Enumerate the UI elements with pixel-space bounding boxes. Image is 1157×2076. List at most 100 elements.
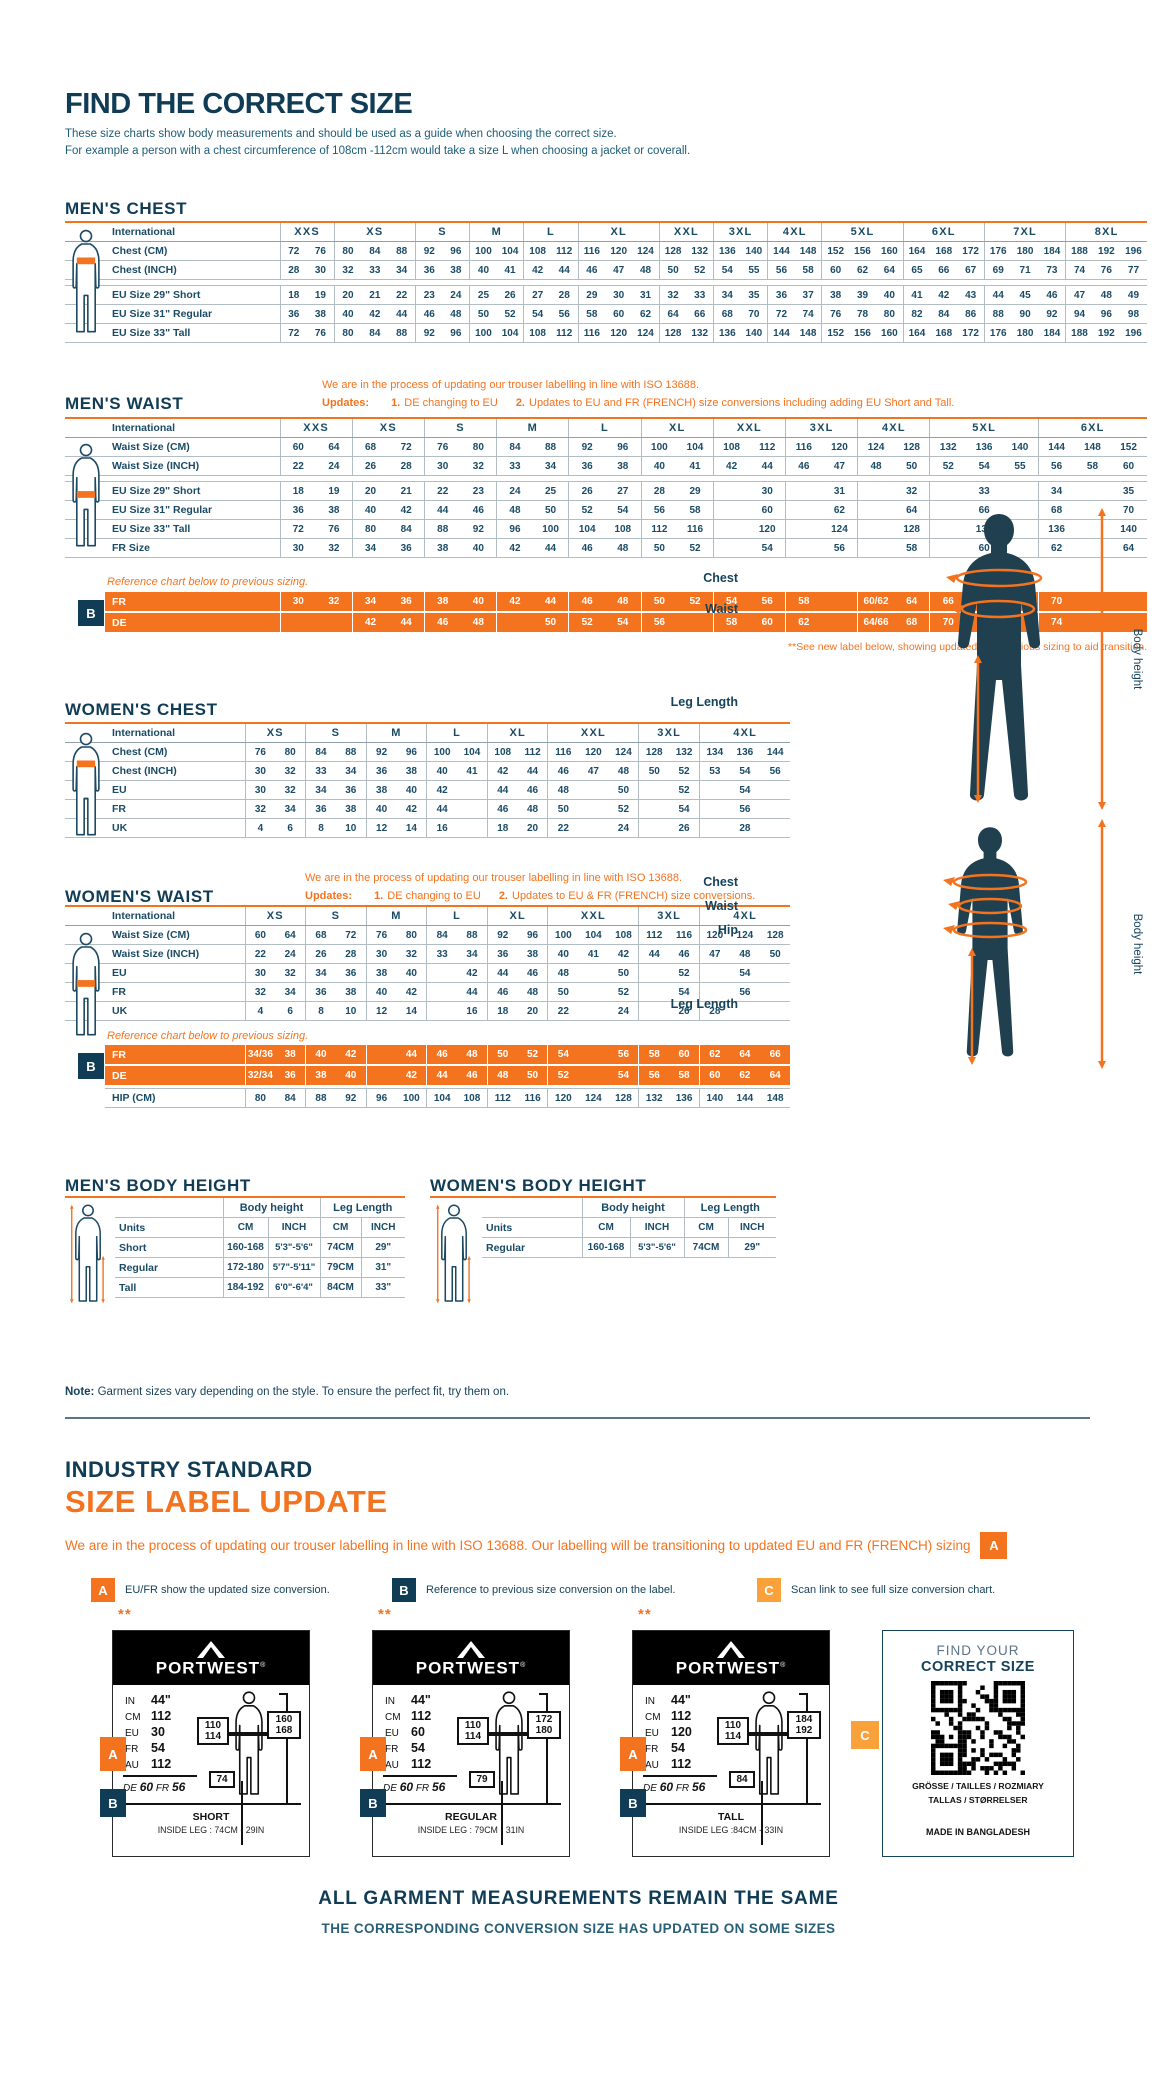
update-1-num: 1. [391,397,401,409]
label-figure-icon [489,1691,529,1797]
mens-body-height-heading: MEN'S BODY HEIGHT [65,1176,251,1195]
legend-item-b: B Reference to previous size conversion … [392,1577,675,1603]
size-label-card: PORTWEST® IN 44" CM 112 EU 60 FR 54 AU 112 DE… [360,1630,570,1857]
row-label: UK [105,1001,245,1021]
size-languages-line2: TALLAS / STØRRELSER [928,1795,1028,1805]
units-label: Units [482,1217,582,1238]
waist-measure-ellipse [960,599,1036,619]
height-bracket [799,1693,808,1805]
leg-length-group-header: Leg Length [683,1197,776,1218]
waist-values-box: 110 114 [457,1717,489,1745]
card-divider [641,1803,821,1805]
row-label: Chest (CM) [105,241,280,261]
size-table-womens_waist: International XS S M L XL XXL 3XL 4XL Waist Size … [65,905,791,1021]
body-height-label: Body height [1131,914,1143,976]
row-label: EU Size 29" Short [105,481,280,501]
inseam-value-box: 84 [729,1771,755,1788]
row-label: Waist Size (INCH) [105,944,245,964]
body-height-label: Body height [1131,629,1143,691]
iso-note-line2-w: Updates: 1. DE changing to EU 2. Updates to … [305,887,865,905]
update-2-num-w: 2. [498,890,508,902]
label-row-au: AU 112 [125,1757,172,1771]
mens-waist-figure-icon [67,422,105,570]
legend-item-c: C Scan link to see full size conversion … [757,1577,995,1603]
waist-label: Waist [705,899,739,913]
row-label: EU [105,963,245,983]
womens-body-height-figure-icon [436,1204,472,1304]
row-label: EU Size 29" Short [105,285,280,305]
height-values-box: 184 192 [787,1711,821,1739]
legend-a-text: EU/FR show the updated size conversion. [125,1584,330,1596]
inside-leg-text: INSIDE LEG : 74CM - 29IN [157,1825,265,1835]
legend-c-badge: C [757,1578,781,1602]
mens-chest-heading: MEN'S CHEST [65,199,188,218]
row-label: Waist Size (INCH) [105,456,280,476]
card-asterisks: ** [638,1606,652,1623]
legend-c-text: Scan link to see full size conversion ch… [791,1584,996,1596]
mens-chest-table-wrap: International XXS XS S M L XL XXL 3XL 4XL 5XL 6XL 7X… [65,221,1147,343]
legend-item-a: A EU/FR show the updated size conversion… [91,1577,330,1603]
intro-line-2: For example a person with a chest circum… [65,145,691,157]
legend-a-badge: A [91,1578,115,1602]
note-label: Note: [65,1386,95,1398]
height-bracket [279,1693,288,1805]
page-title: FIND THE CORRECT SIZE [65,88,413,120]
waist-measure-line [745,1732,791,1736]
reference-note-womens: Reference chart below to previous sizing… [107,1030,309,1042]
mens-waist-heading: MEN'S WAIST [65,394,184,413]
womens-waist-ref-table-wrap: FR 34/36 38 40 42 44 46 48 50 52 54 56 58 60 62 64 66 DE 3… [105,1045,791,1087]
iso-a-badge: A [980,1532,1008,1559]
label-underline [643,1775,717,1777]
label-row-in: IN 44" [125,1693,171,1707]
row-label: FR [105,1045,245,1066]
units-label: Units [115,1217,223,1238]
label-row-cm: CM 112 [385,1709,432,1723]
iso-transition-paragraph: We are in the process of updating our tr… [65,1532,1125,1559]
inseam-line [241,1781,243,1845]
label-row-au: AU 112 [645,1757,692,1771]
previous-size-row: DE 60 FR 56 [643,1780,706,1794]
inside-leg-text: INSIDE LEG :84CM - 33IN [678,1825,784,1835]
card-asterisks: ** [118,1606,132,1623]
label-underline [123,1775,197,1777]
waist-label: Waist [705,602,739,616]
updates-label: Updates: [322,397,370,409]
womens-chest-figure-icon [67,726,105,844]
industry-standard-heading: INDUSTRY STANDARD [65,1457,313,1482]
update-2-text: Updates to EU and FR (FRENCH) size conve… [529,397,955,409]
portwest-logo: PORTWEST® [633,1631,829,1685]
qr-card: FIND YOUR CORRECT SIZE GRÖSSE / TAILLES … [882,1630,1074,1857]
womens-chest-heading: WOMEN'S CHEST [65,700,218,719]
chest-measure-ellipse [955,568,1043,588]
qr-c-badge: C [851,1721,879,1749]
made-in-text: MADE IN BANGLADESH [925,1827,1030,1837]
update-2-text-w: Updates to EU & FR (FRENCH) size convers… [512,890,756,902]
card-divider [381,1803,561,1805]
womens-waist-heading: WOMEN'S WAIST [65,887,214,906]
label-row-au: AU 112 [385,1757,432,1771]
iso-update-note-womens: We are in the process of updating our tr… [305,869,865,905]
fit-name: TALL [717,1811,745,1823]
waist-measure-line [225,1732,271,1736]
section-divider [65,1417,1090,1419]
see-label-note: **See new label below, showing updated a… [788,641,1147,653]
size-label-card: PORTWEST® IN 44" CM 112 EU 120 FR 54 AU 112 D… [620,1630,830,1857]
mens-body-height-table: Body height Leg Length Units CM INCH CM INCH … [65,1196,405,1298]
previous-size-row: DE 60 FR 56 [383,1780,446,1794]
portwest-diamond-icon [197,1640,225,1658]
womens-body-height-table: Body height Leg Length Units CM INCH CM INCH … [430,1196,776,1258]
footer-line-2: THE CORRESPONDING CONVERSION SIZE HAS UP… [321,1921,836,1936]
womens-chest-table-wrap: International XS S M L XL XXL 3XL 4XL Chest (CM) 7… [65,722,791,838]
fit-name: SHORT [192,1811,230,1823]
row-label: DE [105,612,280,634]
update-1-text: DE changing to EU [404,397,498,409]
card-divider [121,1803,301,1805]
label-row-in: IN 44" [385,1693,431,1707]
label-row-eu: EU 60 [385,1725,425,1739]
size-table-mens_chest: International XXS XS S M L XL XXL 3XL 4XL 5XL 6XL 7X… [65,221,1147,343]
previous-size-row: DE 60 FR 56 [123,1780,186,1794]
label-row-eu: EU 30 [125,1725,165,1739]
hip-measure-ellipse [952,921,1028,939]
label-figure-icon [229,1691,269,1797]
